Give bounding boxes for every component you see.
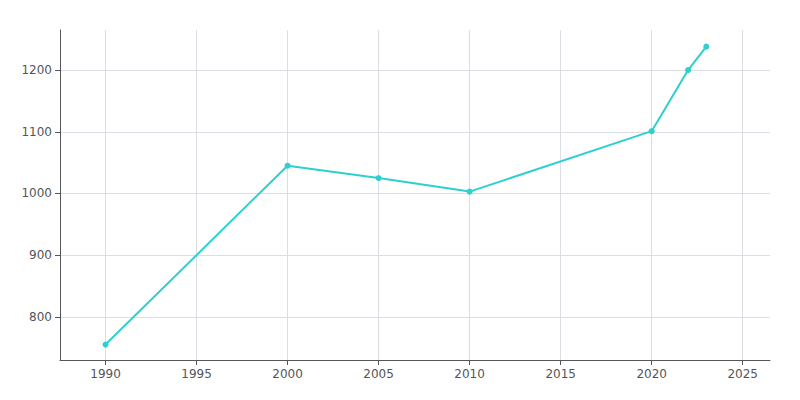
svg-text:2005: 2005 — [363, 367, 394, 381]
svg-text:2010: 2010 — [454, 367, 485, 381]
svg-text:800: 800 — [29, 310, 52, 324]
svg-text:2025: 2025 — [727, 367, 758, 381]
svg-text:2020: 2020 — [636, 367, 667, 381]
svg-text:1100: 1100 — [21, 125, 52, 139]
svg-text:2015: 2015 — [545, 367, 576, 381]
svg-text:1200: 1200 — [21, 63, 52, 77]
svg-text:1995: 1995 — [181, 367, 212, 381]
svg-text:900: 900 — [29, 248, 52, 262]
svg-text:2000: 2000 — [272, 367, 303, 381]
svg-text:1000: 1000 — [21, 186, 52, 200]
svg-text:1990: 1990 — [90, 367, 121, 381]
